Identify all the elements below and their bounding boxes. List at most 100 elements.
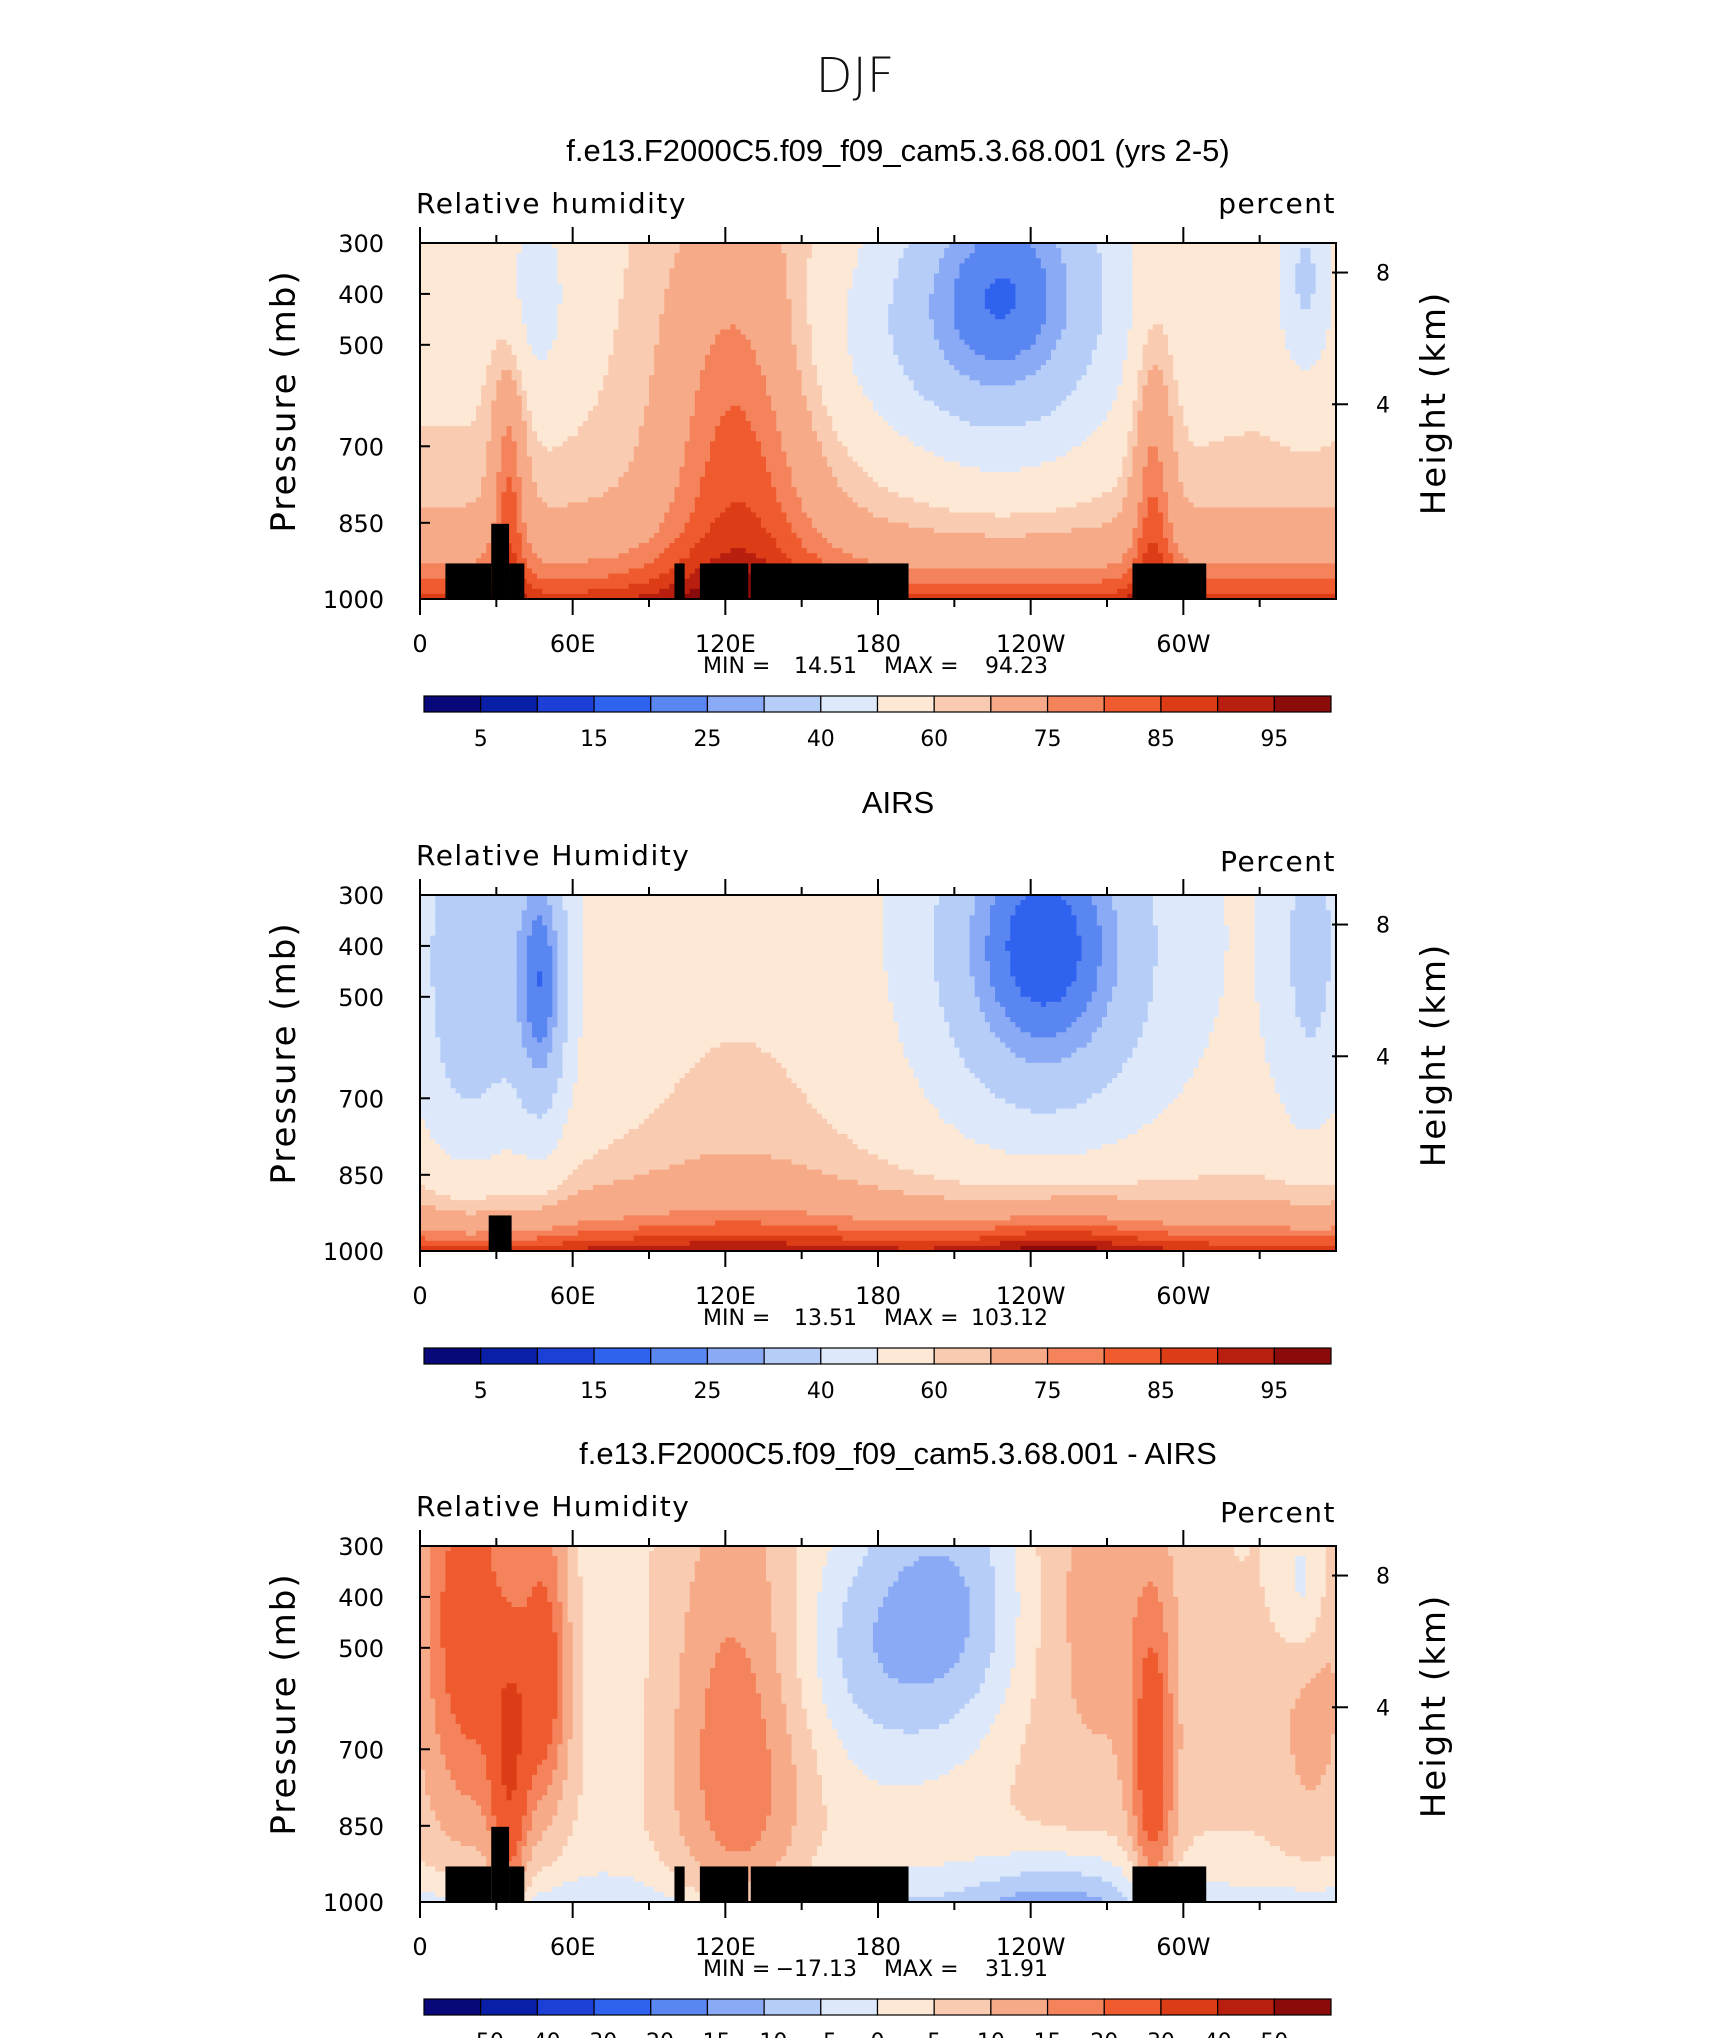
contour-cell [933,905,976,911]
contour-cell [801,507,869,514]
contour-cell [511,476,523,483]
contour-cell [557,940,569,947]
contour-cell [420,1718,436,1725]
contour-cell [1005,1149,1088,1155]
contour-cell [1162,1790,1174,1796]
contour-cell [1025,532,1134,539]
contour-cell [1086,370,1123,376]
colorbar-box [1273,1998,1332,2016]
colorbar-box [1046,1998,1105,2016]
contour-cell [1330,324,1337,331]
contour-cell [420,1006,436,1013]
contour-cell [933,1174,1200,1181]
contour-cell [1168,1551,1235,1557]
contour-cell [572,1729,584,1735]
contour-cell [1066,1851,1128,1857]
contour-cell [1132,410,1139,417]
contour-cell [450,1546,492,1552]
contour-cell [1173,1693,1179,1700]
contour-cell [791,319,808,325]
contour-cell [552,1037,569,1044]
contour-cell [572,1657,584,1664]
contour-cell [1122,1846,1134,1852]
contour-cell [837,1128,961,1135]
contour-cell [1269,1067,1337,1074]
contour-cell [684,1632,777,1639]
contour-cell [796,1764,818,1771]
contour-cell [1178,1612,1271,1618]
contour-cell [1071,1693,1134,1700]
contour-cell [1315,1673,1337,1679]
contour-cell [1152,971,1225,977]
contour-cell [1203,1047,1266,1054]
contour-cell [435,1011,518,1018]
contour-cell [542,1037,553,1044]
contour-cell [1132,1047,1205,1054]
contour-cell [420,1042,441,1049]
contour-cell [816,1652,838,1659]
contour-cell [750,507,782,514]
contour-cell [1152,996,1220,1003]
contour-cell [898,359,950,366]
contour-cell [577,1571,650,1578]
contour-cell [1330,441,1337,448]
contour-cell [582,1724,645,1730]
contour-cell [649,1551,701,1557]
contour-cell [552,961,558,967]
contour-cell [969,925,991,932]
contour-cell [837,1729,905,1735]
contour-cell [1035,1647,1072,1654]
contour-cell [944,1891,1016,1898]
contour-cell [766,1718,787,1725]
contour-cell [1071,981,1098,988]
contour-cell [898,1037,955,1044]
contour-cell [827,410,879,417]
contour-cell [643,1698,681,1705]
contour-cell [557,314,620,320]
contour-cell [552,1820,574,1827]
contour-cell [420,324,528,331]
contour-cell [1300,293,1312,300]
contour-cell [1132,268,1281,275]
contour-cell [1330,920,1337,927]
contour-cell [730,324,737,331]
contour-cell [771,532,798,539]
contour-cell [811,339,849,346]
contour-cell [1142,1123,1296,1130]
contour-cell [557,1637,564,1644]
contour-cell [704,359,757,366]
contour-cell [832,1123,955,1130]
contour-cell [420,1108,528,1115]
contour-cell [1137,1754,1164,1761]
contour-cell [425,1123,564,1130]
contour-cell [420,253,518,259]
contour-cell [710,522,762,529]
contour-cell [516,268,558,275]
colorbar-label: −20 [628,2030,674,2038]
contour-cell [1295,288,1317,295]
contour-cell [582,945,884,952]
contour-cell [1112,986,1154,993]
contour-cell [1107,1006,1149,1013]
contour-cell [933,334,961,341]
contour-cell [679,1825,711,1832]
contour-cell [1122,573,1139,580]
contour-cell [1183,553,1337,559]
contour-cell [1035,1551,1072,1557]
contour-cell [1178,1759,1296,1766]
contour-cell [1290,945,1332,952]
units-label: Percent [1220,845,1336,878]
contour-cell [1137,1739,1164,1745]
contour-cell [552,446,635,453]
contour-cell [1285,1103,1337,1110]
contour-cell [420,532,492,539]
contour-cell [979,1688,1006,1695]
contour-cell [643,1693,681,1700]
contour-cell [674,1795,706,1801]
contour-cell [689,517,716,524]
contour-cell [832,471,869,478]
contour-cell [1254,910,1291,916]
contour-cell [1122,558,1134,564]
contour-cell [496,390,518,397]
contour-cell [1137,1769,1164,1776]
